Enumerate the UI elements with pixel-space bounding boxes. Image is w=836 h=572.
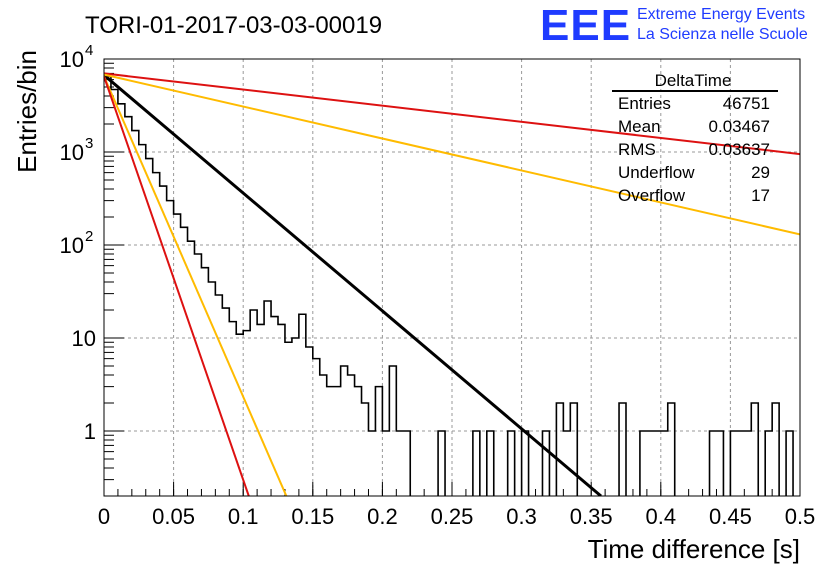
y-tick-label: 10 [60,47,84,72]
x-axis-label: Time difference [s] [588,534,800,564]
stats-box: DeltaTime Entries 46751 Mean 0.03467 RMS… [612,71,778,205]
y-tick-label: 10 [60,233,84,258]
stats-value-entries: 46751 [723,94,770,113]
fit-line-4 [104,76,250,496]
x-tick-label: 0.45 [709,504,752,529]
y-tick-label: 1 [84,419,96,444]
plot-frame [103,58,801,497]
x-tick-label: 0.05 [152,504,195,529]
org-name-line1: Extreme Energy Events [637,6,805,23]
y-axis-label: Entries/bin [12,50,42,173]
x-tick-label: 0.35 [570,504,613,529]
eee-logo: EEE [540,1,631,50]
y-tick-label: 10 [60,140,84,165]
y-tick-label: 10 [72,326,96,351]
x-tick-label: 0.1 [228,504,259,529]
fit-line-3 [104,76,288,496]
stats-box-title: DeltaTime [655,71,732,90]
stats-value-underflow: 29 [751,163,770,182]
stats-label-entries: Entries [618,94,671,113]
x-tick-label: 0.3 [506,504,537,529]
fit-line-1 [104,72,800,156]
x-tick-label: 0.4 [646,504,677,529]
y-tick-exponent: 4 [85,42,93,59]
x-axis-ticks: 0 0.05 0.1 0.15 0.2 0.25 0.3 0.35 0.4 0.45 0.5 [98,482,815,529]
stats-value-mean: 0.03467 [709,117,770,136]
x-tick-label: 0.15 [291,504,334,529]
x-tick-label: 0 [98,504,110,529]
stats-label-rms: RMS [618,140,656,159]
stats-value-overflow: 17 [751,186,770,205]
x-tick-label: 0.5 [785,504,816,529]
fit-line-0 [104,74,602,496]
chart-title: TORI-01-2017-03-03-00019 [85,12,382,39]
stats-label-overflow: Overflow [618,186,686,205]
x-tick-label: 0.2 [367,504,398,529]
stats-value-rms: 0.03637 [709,140,770,159]
org-name-line2: La Scienza nelle Scuole [637,26,808,43]
fit-line-2 [104,73,800,236]
y-tick-exponent: 3 [85,135,93,152]
x-tick-label: 0.25 [431,504,474,529]
histogram-steps [104,75,794,496]
y-tick-exponent: 2 [85,228,93,245]
stats-label-underflow: Underflow [618,163,695,182]
stats-label-mean: Mean [618,117,661,136]
plot-data [104,72,800,496]
